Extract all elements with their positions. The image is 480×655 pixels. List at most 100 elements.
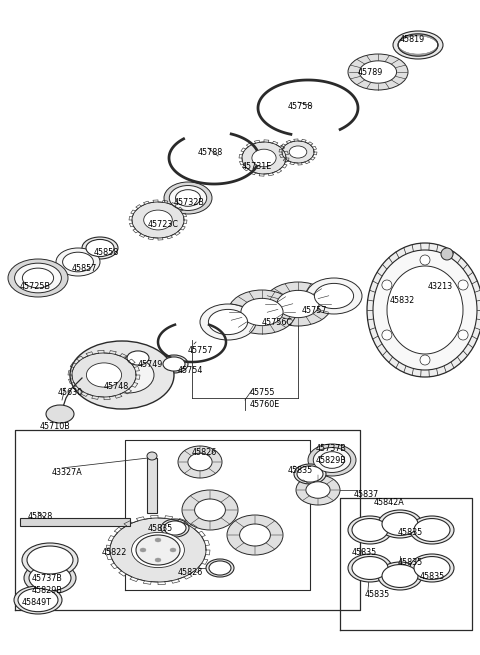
Ellipse shape xyxy=(382,280,392,290)
Ellipse shape xyxy=(382,330,392,340)
Ellipse shape xyxy=(352,519,388,542)
Text: 45857: 45857 xyxy=(72,264,97,273)
Ellipse shape xyxy=(308,444,356,476)
Ellipse shape xyxy=(14,586,62,614)
Ellipse shape xyxy=(14,263,61,293)
Polygon shape xyxy=(242,142,286,174)
Ellipse shape xyxy=(176,190,201,206)
Text: 45723C: 45723C xyxy=(148,220,179,229)
Ellipse shape xyxy=(348,516,392,544)
Text: 45630: 45630 xyxy=(58,388,83,397)
Ellipse shape xyxy=(136,535,180,565)
Ellipse shape xyxy=(169,185,207,210)
Polygon shape xyxy=(132,202,184,238)
Text: 45835: 45835 xyxy=(398,558,423,567)
Bar xyxy=(20,518,130,526)
Ellipse shape xyxy=(393,31,443,59)
Ellipse shape xyxy=(348,54,408,90)
Ellipse shape xyxy=(296,475,340,505)
Ellipse shape xyxy=(155,558,161,562)
Ellipse shape xyxy=(240,524,270,546)
Polygon shape xyxy=(282,141,314,163)
Ellipse shape xyxy=(264,282,332,326)
Text: 45837: 45837 xyxy=(354,490,379,499)
Ellipse shape xyxy=(420,255,430,265)
Ellipse shape xyxy=(378,510,422,538)
Text: 45748: 45748 xyxy=(104,382,129,391)
Ellipse shape xyxy=(398,34,438,56)
Ellipse shape xyxy=(367,243,480,377)
Ellipse shape xyxy=(127,351,149,365)
Ellipse shape xyxy=(348,554,392,582)
Ellipse shape xyxy=(140,548,146,552)
Ellipse shape xyxy=(86,363,121,387)
Text: 45829B: 45829B xyxy=(316,456,347,465)
Text: 45789: 45789 xyxy=(358,68,384,77)
Ellipse shape xyxy=(410,554,454,582)
Text: 45731E: 45731E xyxy=(242,162,272,171)
Text: 45835: 45835 xyxy=(398,528,423,537)
Polygon shape xyxy=(110,518,206,582)
Ellipse shape xyxy=(414,519,450,542)
Ellipse shape xyxy=(155,538,161,542)
Text: 45858: 45858 xyxy=(94,248,119,257)
Text: 45737B: 45737B xyxy=(32,574,63,583)
Ellipse shape xyxy=(382,565,418,588)
Ellipse shape xyxy=(228,290,296,334)
Text: 45822: 45822 xyxy=(102,548,127,557)
Text: 45835: 45835 xyxy=(365,590,390,599)
Ellipse shape xyxy=(414,557,450,580)
Ellipse shape xyxy=(8,259,68,297)
Text: 45788: 45788 xyxy=(198,148,223,157)
Text: 45732B: 45732B xyxy=(174,198,205,207)
Ellipse shape xyxy=(227,515,283,555)
Ellipse shape xyxy=(102,357,154,393)
Ellipse shape xyxy=(458,280,468,290)
Ellipse shape xyxy=(144,210,172,230)
Ellipse shape xyxy=(441,248,453,260)
Text: 45842A: 45842A xyxy=(374,498,405,507)
Ellipse shape xyxy=(206,559,234,577)
Ellipse shape xyxy=(23,268,54,288)
Text: 45835: 45835 xyxy=(288,466,313,475)
Ellipse shape xyxy=(70,341,174,409)
Ellipse shape xyxy=(22,543,78,577)
Ellipse shape xyxy=(208,309,248,335)
Text: 45757: 45757 xyxy=(188,346,214,355)
Text: 45835: 45835 xyxy=(148,524,173,533)
Ellipse shape xyxy=(209,561,231,575)
Ellipse shape xyxy=(164,182,212,214)
Text: 45756C: 45756C xyxy=(262,318,293,327)
Ellipse shape xyxy=(378,562,422,590)
Ellipse shape xyxy=(163,357,185,371)
Ellipse shape xyxy=(188,453,212,471)
Text: 45835: 45835 xyxy=(352,548,377,557)
Ellipse shape xyxy=(420,355,430,365)
Ellipse shape xyxy=(373,250,477,370)
Ellipse shape xyxy=(297,466,323,482)
Ellipse shape xyxy=(182,490,238,530)
Ellipse shape xyxy=(306,278,362,314)
Text: 45826: 45826 xyxy=(178,568,203,577)
Text: 45758: 45758 xyxy=(288,102,313,111)
Ellipse shape xyxy=(46,405,74,423)
Text: 45829B: 45829B xyxy=(32,586,63,595)
Text: 45749: 45749 xyxy=(138,360,163,369)
Text: 45832: 45832 xyxy=(390,296,415,305)
Text: 43327A: 43327A xyxy=(52,468,83,477)
Ellipse shape xyxy=(410,516,454,544)
Ellipse shape xyxy=(458,330,468,340)
Text: 45725B: 45725B xyxy=(20,282,51,291)
Text: 45757: 45757 xyxy=(302,306,327,315)
Ellipse shape xyxy=(277,290,319,318)
Polygon shape xyxy=(72,353,136,397)
Ellipse shape xyxy=(27,546,73,574)
Ellipse shape xyxy=(306,481,330,498)
Ellipse shape xyxy=(124,349,152,367)
Ellipse shape xyxy=(387,266,463,354)
Ellipse shape xyxy=(170,548,176,552)
Text: 45849T: 45849T xyxy=(22,598,52,607)
Ellipse shape xyxy=(241,299,283,326)
Ellipse shape xyxy=(18,588,58,612)
Ellipse shape xyxy=(314,284,354,309)
